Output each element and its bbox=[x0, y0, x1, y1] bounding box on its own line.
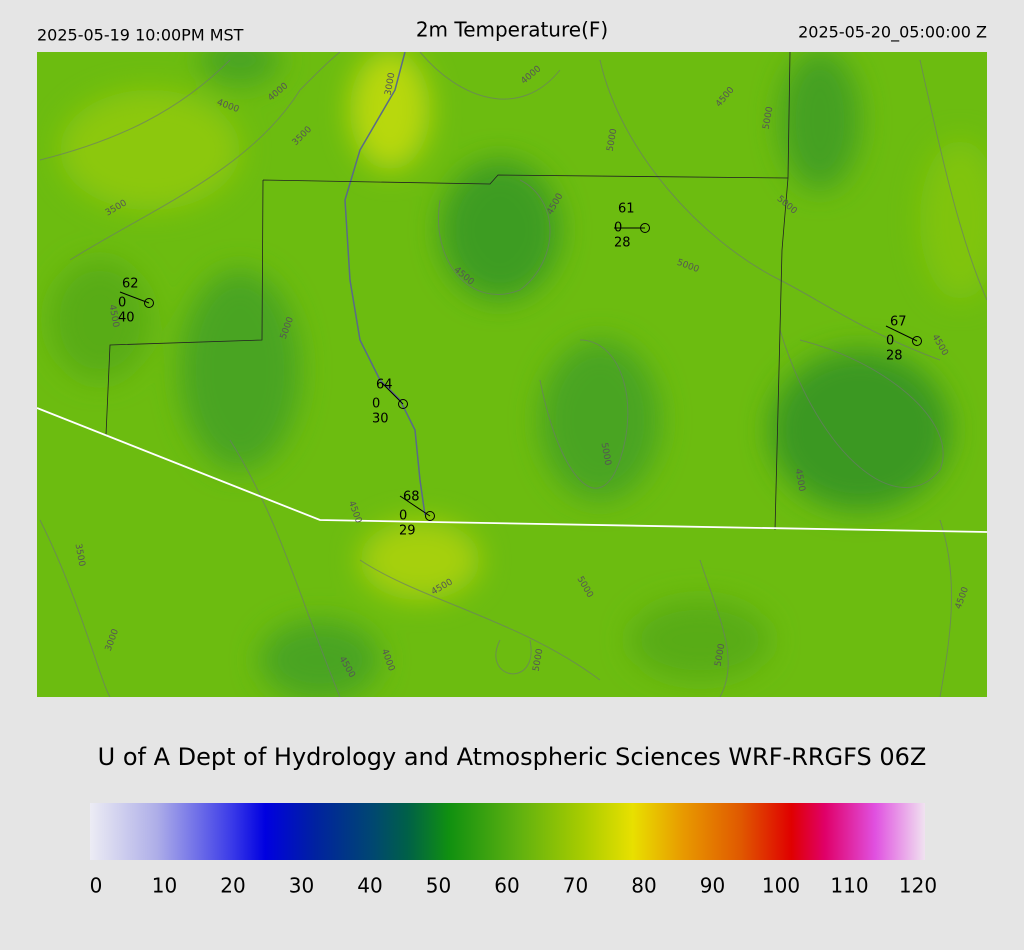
station-circle bbox=[425, 511, 435, 521]
temperature-field bbox=[50, 52, 987, 697]
colorbar-ticks: 0 10 20 30 40 50 60 70 80 90 100 110 120 bbox=[90, 874, 937, 898]
colorbar-tick-label: 50 bbox=[426, 874, 451, 898]
colorbar-tick-label: 100 bbox=[762, 874, 800, 898]
contour-label: 4500 bbox=[793, 468, 807, 493]
station-temperature: 67 bbox=[890, 315, 907, 330]
station-cloud-cover: 0 bbox=[886, 334, 894, 349]
contour-label: 5000 bbox=[606, 128, 620, 153]
station-dewpoint: 30 bbox=[372, 412, 389, 427]
colorbar-tick-label: 0 bbox=[90, 874, 103, 898]
colorbar-tick-label: 90 bbox=[700, 874, 725, 898]
station-dewpoint: 28 bbox=[886, 349, 903, 364]
station-temperature: 64 bbox=[376, 378, 393, 393]
station-cloud-cover: 0 bbox=[372, 397, 380, 412]
station-circle bbox=[398, 399, 408, 409]
colorbar-tick-label: 110 bbox=[830, 874, 868, 898]
colorbar-tick-label: 10 bbox=[152, 874, 177, 898]
station-circle bbox=[144, 298, 154, 308]
colorbar-tick-label: 80 bbox=[631, 874, 656, 898]
wind-barb bbox=[399, 495, 431, 517]
contour-label: 5000 bbox=[714, 643, 728, 668]
valid-utc-time: 2025-05-20_05:00:00 Z bbox=[798, 23, 987, 43]
contour-label: 5000 bbox=[762, 106, 776, 131]
colorbar bbox=[90, 803, 925, 860]
station-cloud-cover: 0 bbox=[614, 221, 622, 236]
colorbar-tick-label: 70 bbox=[563, 874, 588, 898]
station-temperature: 61 bbox=[618, 202, 635, 217]
colorbar-tick-label: 20 bbox=[220, 874, 245, 898]
colorbar-tick-label: 40 bbox=[357, 874, 382, 898]
station-circle bbox=[640, 223, 650, 233]
station-dewpoint: 29 bbox=[399, 524, 416, 539]
station-cloud-cover: 0 bbox=[118, 296, 126, 311]
station-temperature: 68 bbox=[403, 490, 420, 505]
map-title: 2m Temperature(F) bbox=[416, 18, 608, 42]
station-dewpoint: 40 bbox=[118, 311, 135, 326]
elevation-contours bbox=[39, 52, 987, 697]
station-temperature: 62 bbox=[122, 277, 139, 292]
station-cloud-cover: 0 bbox=[399, 509, 407, 524]
colorbar-tick-label: 120 bbox=[899, 874, 937, 898]
contour-label: 5000 bbox=[599, 442, 613, 467]
station-circle bbox=[912, 336, 922, 346]
wind-barb bbox=[119, 291, 150, 304]
contour-label: 4500 bbox=[107, 304, 121, 329]
contour-label: 5000 bbox=[532, 648, 546, 673]
contour-label: 3500 bbox=[73, 543, 87, 568]
colorbar-tick-label: 60 bbox=[494, 874, 519, 898]
station-dewpoint: 28 bbox=[614, 236, 631, 251]
wind-barb bbox=[885, 325, 918, 342]
boundaries bbox=[37, 52, 987, 533]
colorbar-tick-label: 30 bbox=[289, 874, 314, 898]
contour-label: 3000 bbox=[384, 72, 398, 97]
credit: U of A Dept of Hydrology and Atmospheric… bbox=[98, 743, 927, 771]
valid-local-time: 2025-05-19 10:00PM MST bbox=[37, 26, 244, 45]
